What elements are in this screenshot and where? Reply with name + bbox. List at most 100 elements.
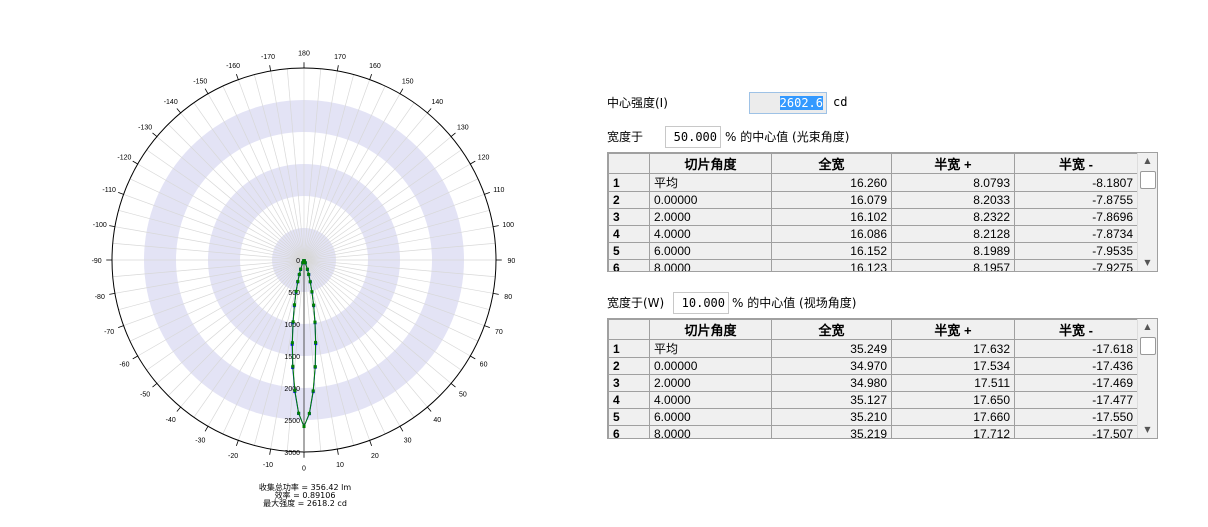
table-row[interactable]: 2 0.00000 16.079 8.2033 -7.8755: [608, 191, 1138, 209]
table-cell[interactable]: 8.2322: [891, 208, 1015, 226]
table-cell[interactable]: -17.507: [1014, 425, 1138, 438]
table-cell[interactable]: 34.970: [771, 357, 892, 375]
table-row[interactable]: 6 8.0000 35.219 17.712 -17.507: [608, 425, 1138, 438]
column-header[interactable]: [608, 319, 650, 340]
table-row[interactable]: 4 4.0000 16.086 8.2128 -7.8734: [608, 225, 1138, 243]
column-header[interactable]: 半宽 +: [891, 319, 1015, 340]
column-header[interactable]: [608, 153, 650, 174]
center-intensity-field[interactable]: 2602.6: [749, 92, 827, 114]
field-percent-input[interactable]: 10.000: [673, 292, 729, 314]
table-row[interactable]: 3 2.0000 34.980 17.511 -17.469: [608, 374, 1138, 392]
beam-percent-input[interactable]: 50.000: [665, 126, 721, 148]
field-table[interactable]: 切片角度 全宽 半宽 + 半宽 -1 平均 35.249 17.632 -17.618 2 0.0…: [607, 318, 1158, 439]
table-cell[interactable]: 8.2033: [891, 191, 1015, 209]
row-number[interactable]: 5: [608, 408, 650, 426]
table-cell[interactable]: -17.618: [1014, 339, 1138, 358]
table-row[interactable]: 2 0.00000 34.970 17.534 -17.436: [608, 357, 1138, 375]
table-cell[interactable]: 平均: [649, 173, 772, 192]
table-row[interactable]: 1 平均 16.260 8.0793 -8.1807: [608, 173, 1138, 192]
row-number[interactable]: 2: [608, 191, 650, 209]
table-cell[interactable]: 0.00000: [649, 357, 772, 375]
table-cell[interactable]: 2.0000: [649, 208, 772, 226]
row-number[interactable]: 6: [608, 425, 650, 438]
row-number[interactable]: 1: [608, 173, 650, 192]
beam-table[interactable]: 切片角度 全宽 半宽 + 半宽 -1 平均 16.260 8.0793 -8.1807 2 0.0…: [607, 152, 1158, 272]
row-number[interactable]: 4: [608, 225, 650, 243]
column-header[interactable]: 全宽: [771, 153, 892, 174]
table-cell[interactable]: 0.00000: [649, 191, 772, 209]
table-cell[interactable]: 35.249: [771, 339, 892, 358]
table-cell[interactable]: 16.086: [771, 225, 892, 243]
table-row[interactable]: 6 8.0000 16.123 8.1957 -7.9275: [608, 259, 1138, 271]
table-cell[interactable]: 35.210: [771, 408, 892, 426]
scroll-thumb[interactable]: [1140, 171, 1156, 189]
table-cell[interactable]: -7.8734: [1014, 225, 1138, 243]
column-header[interactable]: 全宽: [771, 319, 892, 340]
table-row[interactable]: 4 4.0000 35.127 17.650 -17.477: [608, 391, 1138, 409]
table-cell[interactable]: 17.632: [891, 339, 1015, 358]
column-header[interactable]: 切片角度: [649, 153, 772, 174]
table-cell[interactable]: 17.534: [891, 357, 1015, 375]
table-cell[interactable]: -17.477: [1014, 391, 1138, 409]
row-number[interactable]: 4: [608, 391, 650, 409]
row-number[interactable]: 3: [608, 208, 650, 226]
column-header[interactable]: 半宽 +: [891, 153, 1015, 174]
row-number[interactable]: 3: [608, 374, 650, 392]
scroll-thumb[interactable]: [1140, 337, 1156, 355]
table-cell[interactable]: -7.9535: [1014, 242, 1138, 260]
table-cell[interactable]: -8.1807: [1014, 173, 1138, 192]
scrollbar[interactable]: ▲ ▼: [1137, 319, 1157, 438]
table-cell[interactable]: 16.260: [771, 173, 892, 192]
table-cell[interactable]: 34.980: [771, 374, 892, 392]
table-row[interactable]: 5 6.0000 16.152 8.1989 -7.9535: [608, 242, 1138, 260]
row-number[interactable]: 6: [608, 259, 650, 271]
scroll-down-icon[interactable]: ▼: [1144, 258, 1151, 267]
scroll-down-icon[interactable]: ▼: [1144, 425, 1151, 434]
angle-tick: [427, 406, 432, 412]
column-header[interactable]: 半宽 -: [1014, 153, 1138, 174]
table-cell[interactable]: 平均: [649, 339, 772, 358]
table-cell[interactable]: 8.0000: [649, 425, 772, 438]
spoke: [303, 102, 415, 261]
table-cell[interactable]: -7.8755: [1014, 191, 1138, 209]
column-header[interactable]: 切片角度: [649, 319, 772, 340]
table-cell[interactable]: 6.0000: [649, 242, 772, 260]
table-cell[interactable]: 16.102: [771, 208, 892, 226]
table-cell[interactable]: 35.127: [771, 391, 892, 409]
table-cell[interactable]: -17.436: [1014, 357, 1138, 375]
table-cell[interactable]: -7.9275: [1014, 259, 1138, 271]
table-cell[interactable]: 8.1957: [891, 259, 1015, 271]
table-cell[interactable]: 35.219: [771, 425, 892, 438]
table-cell[interactable]: 6.0000: [649, 408, 772, 426]
table-cell[interactable]: 8.1989: [891, 242, 1015, 260]
table-cell[interactable]: 16.079: [771, 191, 892, 209]
table-cell[interactable]: 17.660: [891, 408, 1015, 426]
data-point: [313, 365, 317, 369]
spoke: [303, 259, 462, 371]
scroll-up-icon[interactable]: ▲: [1144, 322, 1151, 331]
table-row[interactable]: 1 平均 35.249 17.632 -17.618: [608, 339, 1138, 358]
table-cell[interactable]: 17.511: [891, 374, 1015, 392]
table-cell[interactable]: 4.0000: [649, 391, 772, 409]
table-cell[interactable]: 17.712: [891, 425, 1015, 438]
scroll-up-icon[interactable]: ▲: [1144, 156, 1151, 165]
table-cell[interactable]: 4.0000: [649, 225, 772, 243]
row-number[interactable]: 5: [608, 242, 650, 260]
table-cell[interactable]: 8.0000: [649, 259, 772, 271]
table-cell[interactable]: 16.152: [771, 242, 892, 260]
table-cell[interactable]: 8.0793: [891, 173, 1015, 192]
table-cell[interactable]: -17.550: [1014, 408, 1138, 426]
table-row[interactable]: 3 2.0000 16.102 8.2322 -7.8696: [608, 208, 1138, 226]
table-cell[interactable]: -17.469: [1014, 374, 1138, 392]
table-row[interactable]: 5 6.0000 35.210 17.660 -17.550: [608, 408, 1138, 426]
table-cell[interactable]: 16.123: [771, 259, 892, 271]
scrollbar[interactable]: ▲ ▼: [1137, 153, 1157, 271]
table-cell[interactable]: 17.650: [891, 391, 1015, 409]
table-cell[interactable]: 8.2128: [891, 225, 1015, 243]
table-cell[interactable]: -7.8696: [1014, 208, 1138, 226]
column-header[interactable]: 半宽 -: [1014, 319, 1138, 340]
row-number[interactable]: 1: [608, 339, 650, 358]
spoke: [303, 226, 494, 261]
table-cell[interactable]: 2.0000: [649, 374, 772, 392]
row-number[interactable]: 2: [608, 357, 650, 375]
